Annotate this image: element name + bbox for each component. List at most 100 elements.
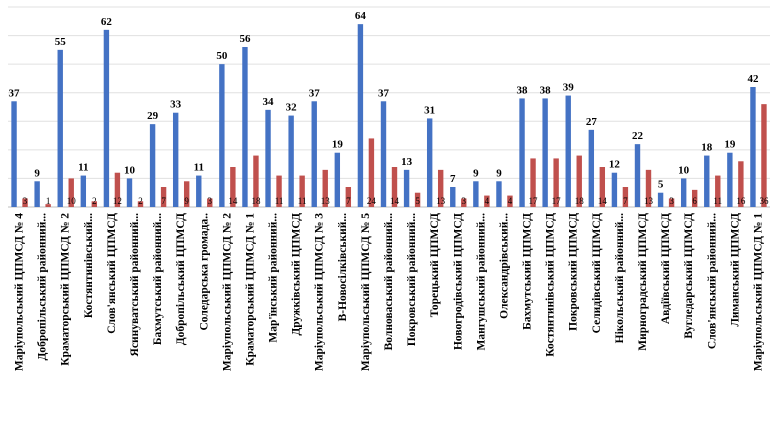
bar-series-1 bbox=[11, 101, 17, 207]
category-label: Мар'їнський районний... bbox=[268, 213, 280, 343]
category-label: Бахмутський районний... bbox=[152, 213, 164, 345]
category-label: Бахмутський ЦПМСД bbox=[522, 213, 534, 330]
category-label: Костянтинівський ЦПМСД bbox=[545, 213, 557, 357]
value-label-series-2: 24 bbox=[367, 196, 377, 206]
value-label-series-2: 16 bbox=[736, 196, 746, 206]
value-label-series-2: 4 bbox=[508, 196, 513, 206]
bar-series-1 bbox=[426, 118, 433, 207]
value-label-series-2: 3 bbox=[462, 196, 467, 206]
value-label-series-1: 37 bbox=[309, 87, 321, 99]
bar-series-1 bbox=[680, 178, 687, 207]
category-label: В-Новосілківський... bbox=[337, 213, 349, 322]
bar-series-1 bbox=[126, 178, 133, 207]
bar-series-2 bbox=[599, 167, 606, 207]
category-label: Селидівський ЦПМСД bbox=[591, 213, 603, 333]
value-label-series-1: 38 bbox=[540, 84, 552, 96]
value-label-series-1: 10 bbox=[678, 164, 690, 176]
category-label: Маріупольський ЦПМСД № 1 bbox=[752, 213, 764, 371]
bars bbox=[11, 24, 767, 208]
value-label-series-1: 10 bbox=[124, 164, 136, 176]
value-label-series-1: 42 bbox=[747, 73, 759, 85]
bar-series-1 bbox=[242, 47, 248, 207]
bar-series-2 bbox=[576, 155, 582, 207]
bar-series-2 bbox=[437, 169, 444, 207]
bar-series-1 bbox=[519, 98, 525, 207]
value-label-series-1: 32 bbox=[286, 102, 298, 114]
bar-series-1 bbox=[172, 112, 179, 207]
bar-series-2 bbox=[299, 175, 305, 207]
value-label-series-2: 17 bbox=[529, 196, 539, 206]
category-label: Покровський ЦПМСД bbox=[568, 213, 580, 331]
bar-series-2 bbox=[738, 161, 744, 207]
bar-series-2 bbox=[322, 169, 328, 207]
value-label-series-2: 11 bbox=[713, 196, 722, 206]
bar-series-2 bbox=[207, 198, 213, 207]
value-label-series-2: 11 bbox=[298, 196, 307, 206]
value-label-series-2: 2 bbox=[92, 196, 97, 206]
bar-series-2 bbox=[22, 198, 28, 207]
bar-series-2 bbox=[91, 201, 98, 207]
value-label-series-1: 37 bbox=[9, 87, 21, 99]
bar-series-1 bbox=[496, 181, 502, 207]
bar-series-2 bbox=[68, 178, 74, 207]
bar-series-1 bbox=[334, 152, 341, 207]
category-label: Ясинуватський районний... bbox=[129, 213, 141, 357]
bar-series-1 bbox=[380, 101, 387, 207]
value-label-series-1: 11 bbox=[194, 162, 204, 174]
value-label-series-2: 2 bbox=[138, 196, 143, 206]
value-label-series-1: 13 bbox=[401, 156, 413, 168]
value-label-series-2: 6 bbox=[692, 196, 697, 206]
gridlines bbox=[8, 6, 770, 208]
value-label-series-2: 18 bbox=[575, 196, 585, 206]
value-label-series-1: 19 bbox=[724, 139, 736, 151]
value-label-series-1: 38 bbox=[517, 84, 529, 96]
bar-series-1 bbox=[219, 64, 225, 208]
category-label: Вугледарський ЦПМСД bbox=[683, 213, 695, 339]
bar-series-2 bbox=[622, 187, 629, 207]
category-label: Торецький ЦПМСД bbox=[429, 213, 441, 317]
bar-series-1 bbox=[288, 115, 294, 207]
bar-series-2 bbox=[530, 158, 536, 207]
value-label-series-2: 14 bbox=[390, 196, 400, 206]
value-label-series-2: 3 bbox=[208, 196, 213, 206]
bar-series-2 bbox=[645, 169, 652, 207]
bar-series-2 bbox=[668, 198, 675, 207]
value-label-series-1: 62 bbox=[101, 16, 113, 28]
value-label-series-1: 29 bbox=[147, 110, 159, 122]
value-label-series-2: 3 bbox=[23, 196, 28, 206]
category-label: Костянтинівський... bbox=[83, 213, 95, 318]
bar-series-1 bbox=[450, 187, 456, 207]
category-label: Авдіївський ЦПМСД bbox=[660, 213, 672, 324]
bar-series-1 bbox=[542, 98, 548, 207]
value-label-series-2: 17 bbox=[552, 196, 562, 206]
value-label-series-1: 56 bbox=[239, 33, 251, 45]
bar-series-2 bbox=[368, 138, 375, 207]
value-label-series-1: 9 bbox=[34, 167, 40, 179]
category-labels: Маріупольський ЦПМСД № 4 Добропільський р… bbox=[14, 213, 765, 371]
bar-series-1 bbox=[588, 129, 595, 207]
value-label-series-1: 27 bbox=[586, 116, 598, 128]
value-label-series-1: 37 bbox=[378, 87, 390, 99]
bar-series-2 bbox=[345, 187, 352, 207]
value-label-series-1: 64 bbox=[355, 10, 367, 22]
value-label-series-1: 18 bbox=[701, 142, 713, 154]
category-label: Дружківський ЦПМСД bbox=[291, 213, 303, 336]
value-label-series-1: 50 bbox=[216, 50, 228, 62]
category-label: Добропільський районний... bbox=[37, 213, 49, 361]
bar-series-1 bbox=[727, 152, 733, 207]
value-labels: 3739155101126212102297339113501456183411… bbox=[9, 10, 769, 206]
bar-series-1 bbox=[657, 192, 664, 207]
bar-series-2 bbox=[276, 175, 282, 207]
bar-series-1 bbox=[57, 49, 63, 207]
bar-series-1 bbox=[704, 155, 710, 207]
bar-series-1 bbox=[357, 24, 364, 208]
bar-series-1 bbox=[149, 124, 156, 207]
category-label: Маріупольський ЦПМСД № 5 bbox=[360, 213, 372, 371]
bar-series-1 bbox=[473, 181, 479, 207]
value-label-series-2: 14 bbox=[228, 196, 238, 206]
category-label: Краматорський ЦПМСД № 1 bbox=[244, 213, 256, 366]
bar-series-2 bbox=[183, 181, 190, 207]
category-label: Краматорський ЦПМСД № 2 bbox=[60, 213, 72, 366]
category-label: Соледарська громада.. bbox=[198, 213, 210, 331]
value-label-series-2: 1 bbox=[46, 196, 51, 206]
